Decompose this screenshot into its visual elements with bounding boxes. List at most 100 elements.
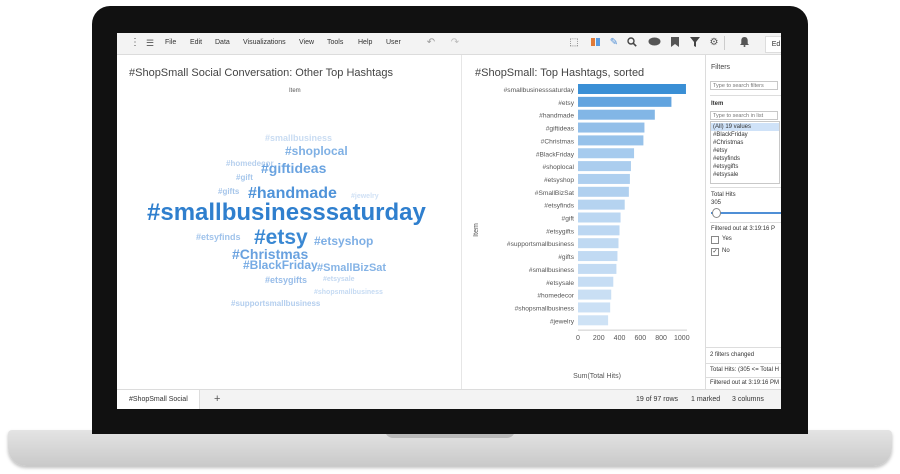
filter-divider <box>706 347 781 348</box>
bookmark-icon[interactable] <box>670 37 680 49</box>
menu-data[interactable]: Data <box>215 39 230 46</box>
filter-divider <box>706 377 781 378</box>
comment-icon[interactable] <box>647 37 661 49</box>
item-list-search-input[interactable]: Type to search in list <box>710 111 778 120</box>
word-cloud-term[interactable]: #handmade <box>248 185 337 202</box>
word-cloud-term[interactable]: #shopsmallbusiness <box>314 289 383 296</box>
bar[interactable] <box>578 84 686 94</box>
total-hits-slider-range <box>711 212 781 214</box>
filter-icon[interactable] <box>690 37 700 49</box>
word-cloud-term[interactable]: #etsysale <box>323 276 355 283</box>
total-hits-slider-track[interactable] <box>711 212 781 214</box>
word-cloud-term[interactable]: #homedecor <box>226 159 274 168</box>
bar[interactable] <box>578 225 620 236</box>
word-cloud-term[interactable]: #etsyfinds <box>196 232 241 242</box>
bell-icon[interactable] <box>739 37 749 49</box>
x-tick-label: 200 <box>593 335 605 342</box>
bar[interactable] <box>578 135 644 146</box>
word-cloud-term[interactable]: #supportsmallbusiness <box>231 299 321 308</box>
word-cloud-term[interactable]: #BlackFriday <box>243 258 318 272</box>
bar[interactable] <box>578 315 609 326</box>
bar[interactable] <box>578 161 631 172</box>
word-cloud-term[interactable]: #smallbusiness <box>265 133 333 143</box>
bar[interactable] <box>578 186 629 197</box>
sheet-icon[interactable] <box>590 37 600 49</box>
gear-icon[interactable]: ⚙ <box>709 37 719 48</box>
menu-tools[interactable]: Tools <box>327 39 344 46</box>
word-cloud-term[interactable]: #shoplocal <box>285 144 348 158</box>
bar[interactable] <box>578 251 618 262</box>
redo-icon[interactable]: ↷ <box>450 37 460 48</box>
bar-category-label: #shoplocal <box>542 164 574 171</box>
bar[interactable] <box>578 96 672 107</box>
word-cloud-term[interactable]: #etsygifts <box>265 275 308 285</box>
row-count: 19 of 97 rows <box>636 396 679 403</box>
kebab-menu-icon[interactable]: ⋮ <box>130 37 140 48</box>
word-cloud-term[interactable]: #smallbusinesssaturday <box>147 199 426 226</box>
page-tab[interactable]: #ShopSmall Social <box>117 390 200 409</box>
filter-no-checkbox[interactable]: ✓ <box>711 248 719 256</box>
filter-yes-checkbox[interactable] <box>711 236 719 244</box>
select-icon[interactable]: ⬚ <box>569 37 579 48</box>
x-axis-label: Sum(Total Hits) <box>573 373 621 380</box>
bar[interactable] <box>578 199 625 210</box>
hamburger-icon[interactable]: ☰ <box>145 38 155 48</box>
bar[interactable] <box>578 148 635 159</box>
word-cloud-term[interactable]: #etsy <box>254 226 308 249</box>
bar[interactable] <box>578 289 612 300</box>
bar[interactable] <box>578 122 645 133</box>
x-tick-label: 800 <box>655 335 667 342</box>
filter-search-input[interactable]: Type to search filters <box>710 81 778 90</box>
bar-category-label: #Christmas <box>541 138 575 145</box>
word-cloud[interactable]: #smallbusiness #shoplocal #homedecor #gift #… <box>117 55 461 389</box>
bar[interactable] <box>578 276 614 287</box>
bar[interactable] <box>578 263 617 274</box>
menu-file[interactable]: File <box>165 39 177 46</box>
filter-divider <box>710 222 781 223</box>
item-option[interactable]: #Christmas <box>713 140 744 146</box>
bar-category-label: #homedecor <box>537 293 574 300</box>
bar[interactable] <box>578 212 621 223</box>
word-cloud-term[interactable]: #gift <box>236 173 253 182</box>
total-hits-slider-handle[interactable] <box>712 208 721 218</box>
menu-user[interactable]: User <box>386 39 401 46</box>
word-cloud-term[interactable]: #etsyshop <box>314 234 374 248</box>
word-cloud-term[interactable]: #jewelry <box>351 193 379 200</box>
edit-button[interactable]: Ed <box>765 36 781 53</box>
item-option-all[interactable]: (All) 19 values <box>711 123 779 131</box>
bar[interactable] <box>578 109 655 120</box>
bar-category-label: #jewelry <box>550 318 575 325</box>
bar-chart[interactable]: Item Sum(Total Hits) #smallbusinesssatur… <box>462 77 705 387</box>
word-cloud-term[interactable]: #gifts <box>218 187 240 196</box>
item-option[interactable]: #etsygifts <box>713 164 739 170</box>
menu-bar: ⋮ ☰ File Edit Data Visualizations View T… <box>117 33 781 55</box>
menu-help[interactable]: Help <box>358 39 373 46</box>
item-listbox[interactable]: (All) 19 values #BlackFriday #Christmas … <box>710 121 780 184</box>
item-option[interactable]: #BlackFriday <box>713 132 748 138</box>
laptop-notch <box>385 430 515 438</box>
bar-category-label: #shopsmallbusiness <box>515 305 575 312</box>
word-cloud-term[interactable]: #Christmas <box>232 246 309 262</box>
bar[interactable] <box>578 173 630 184</box>
bar-chart-title: #ShopSmall: Top Hashtags, sorted <box>475 67 645 79</box>
page-tab-label: #ShopSmall Social <box>129 396 188 403</box>
word-cloud-term[interactable]: #SmallBizSat <box>317 262 387 274</box>
bar[interactable] <box>578 238 619 249</box>
bar-category-label: #smallbusiness <box>529 267 575 274</box>
undo-icon[interactable]: ↶ <box>426 37 436 48</box>
add-page-button[interactable]: + <box>214 393 221 405</box>
item-option[interactable]: #etsy <box>713 148 728 154</box>
menu-edit[interactable]: Edit <box>190 39 203 46</box>
item-option[interactable]: #etsysale <box>713 172 739 178</box>
search-icon[interactable] <box>627 37 637 49</box>
item-option[interactable]: #etsyfinds <box>713 156 741 162</box>
brush-icon[interactable]: ✎ <box>609 37 619 48</box>
filters-changed-text: 2 filters changed <box>710 352 755 358</box>
word-cloud-term[interactable]: #giftideas <box>261 160 327 176</box>
bar[interactable] <box>578 302 611 313</box>
wordcloud-field-label: Item <box>289 88 301 94</box>
menu-visualizations[interactable]: Visualizations <box>243 39 286 46</box>
filter-divider <box>706 363 781 364</box>
bar-category-label: #etsysale <box>546 280 574 287</box>
menu-view[interactable]: View <box>299 39 315 46</box>
